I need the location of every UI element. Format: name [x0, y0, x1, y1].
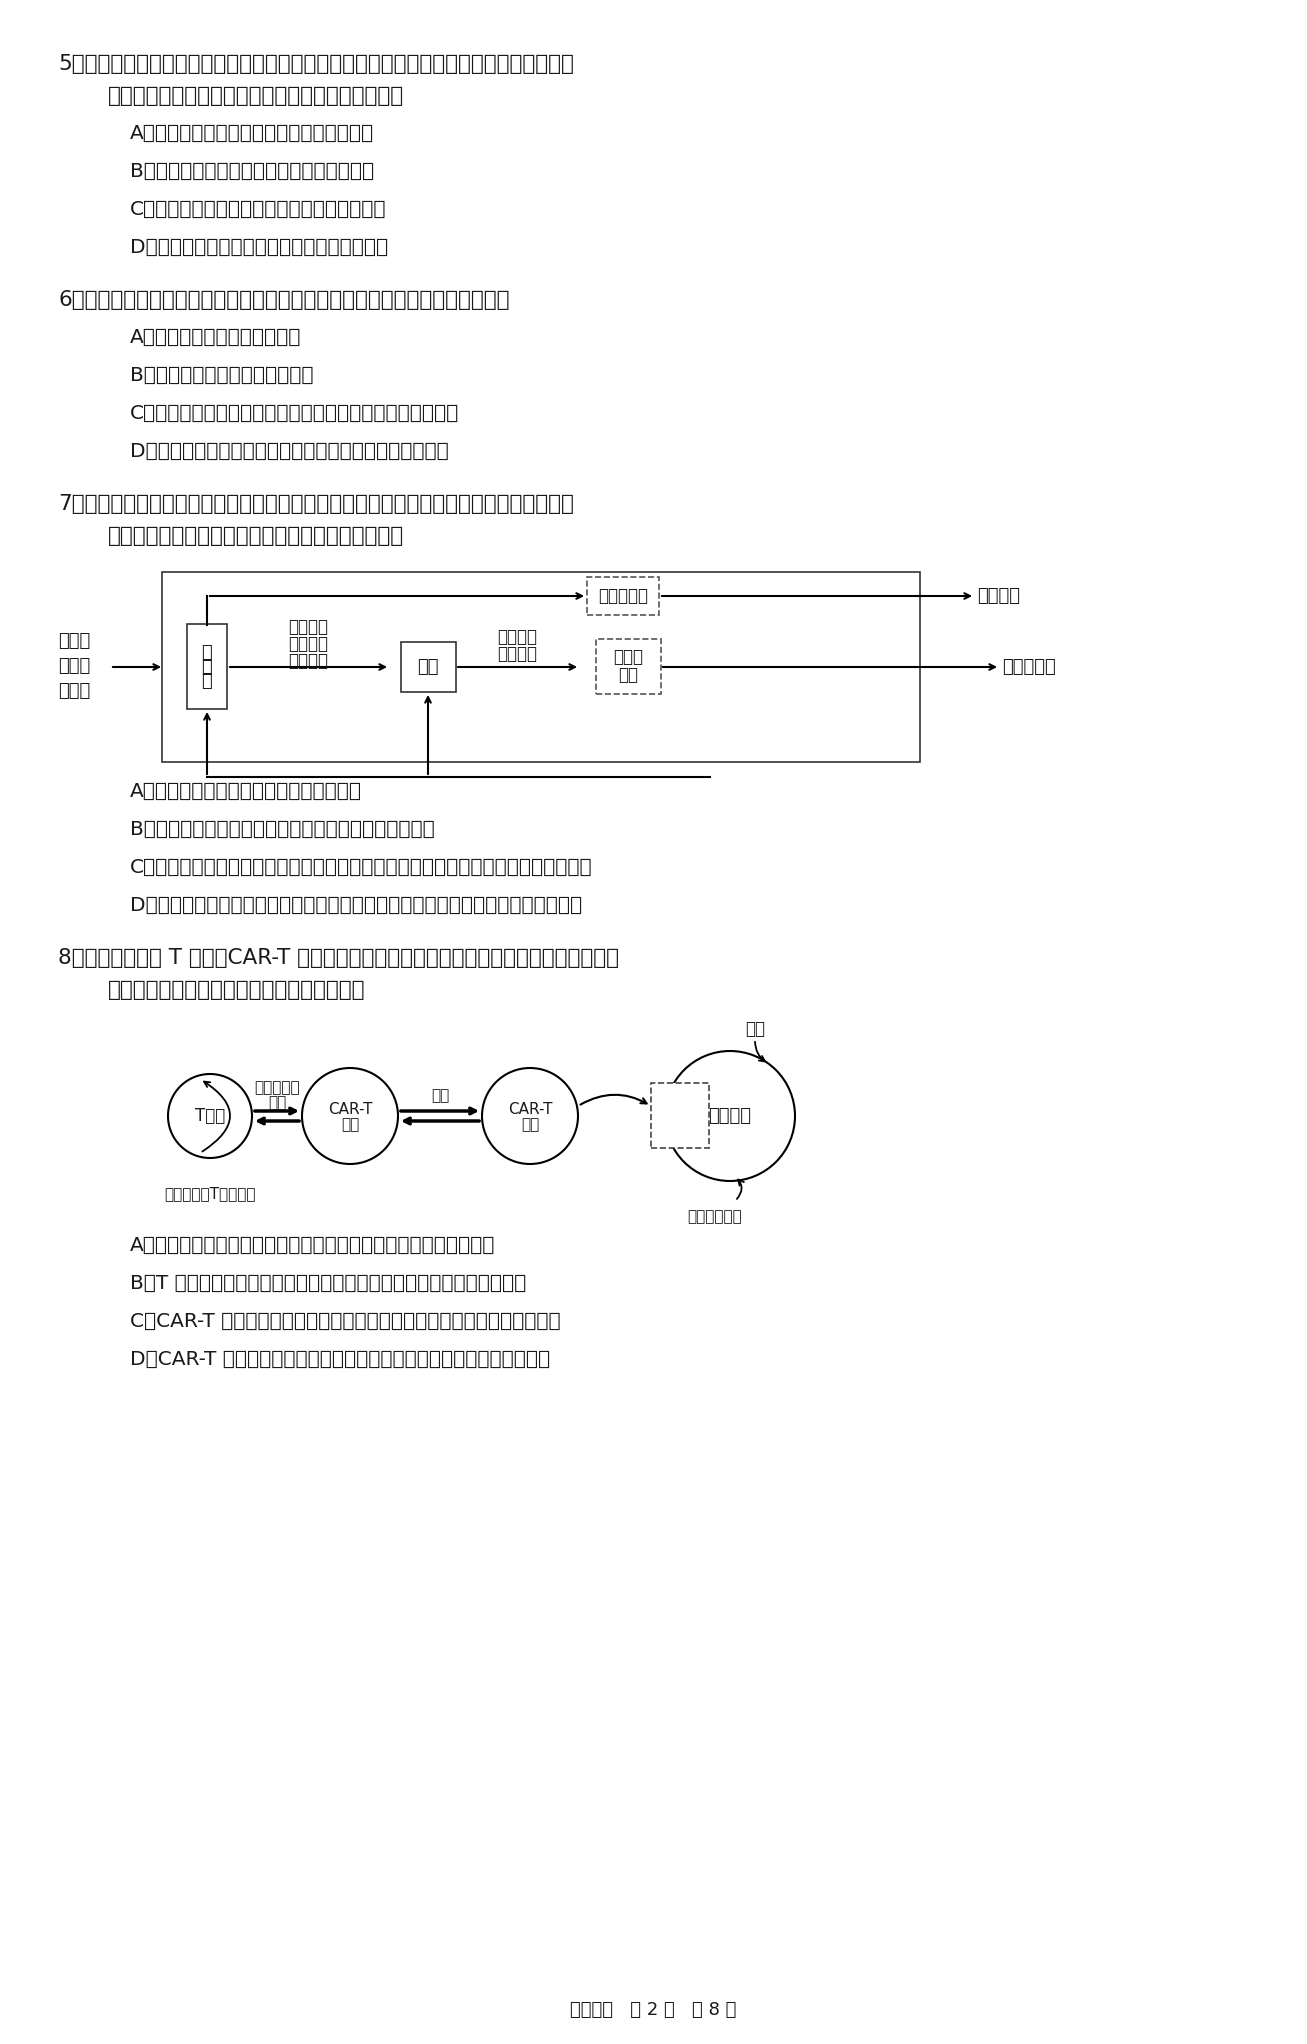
Text: 5．烟草受到蛾幼虫攻击时会释放植物信息素，白天吸引蛾幼虫的天敌进行捕食，夜间驱赶: 5．烟草受到蛾幼虫攻击时会释放植物信息素，白天吸引蛾幼虫的天敌进行捕食，夜间驱赶 — [58, 53, 574, 74]
Bar — [651, 1083, 708, 1149]
Text: A．糖皮质激素的分泌具有分级调节的特点: A．糖皮质激素的分泌具有分级调节的特点 — [129, 783, 362, 801]
Text: 释放激素: 释放激素 — [289, 652, 328, 670]
Text: 肿瘤坏死因子: 肿瘤坏死因子 — [687, 1208, 742, 1224]
Text: 裂解: 裂解 — [745, 1020, 765, 1038]
Bar — [162, 572, 920, 762]
Text: 肿瘤细胞: 肿瘤细胞 — [708, 1108, 752, 1124]
Text: 或危险: 或危险 — [58, 656, 90, 675]
Text: B．T 细胞和树突状细胞、巨噬细胞都具有摄取、处理、呈递抗原的功能: B．T 细胞和树突状细胞、巨噬细胞都具有摄取、处理、呈递抗原的功能 — [129, 1273, 527, 1294]
Text: 脑: 脑 — [201, 672, 212, 691]
Text: C．CAR-T 细胞疗法既能有效杀伤肿瘤细胞又不会引起机体的免疫排斥反应: C．CAR-T 细胞疗法既能有效杀伤肿瘤细胞又不会引起机体的免疫排斥反应 — [129, 1312, 561, 1331]
Text: B．肌肉和肝脏等器官的产热增多: B．肌肉和肝脏等器官的产热增多 — [129, 366, 314, 384]
Text: 糖皮质激素: 糖皮质激素 — [1002, 658, 1056, 677]
Text: A．肿瘤坏死因子和溶菌酶都属于免疫活性物质，都由免疫细胞产生: A．肿瘤坏死因子和溶菌酶都属于免疫活性物质，都由免疫细胞产生 — [129, 1237, 495, 1255]
Text: 发挥了重要作用，调节机制如图。相关叙述错误的是: 发挥了重要作用，调节机制如图。相关叙述错误的是 — [108, 525, 404, 546]
Text: 皮质激素: 皮质激素 — [498, 646, 537, 662]
Text: C．下丘脑体温调节中枢通过有关神经，引起皮肤血流量减少: C．下丘脑体温调节中枢通过有关神经，引起皮肤血流量减少 — [129, 405, 459, 423]
Text: 低血糖: 低血糖 — [58, 632, 90, 650]
Text: 肾上腺: 肾上腺 — [613, 648, 643, 666]
Text: 下: 下 — [201, 644, 212, 662]
Text: 肾上腺素: 肾上腺素 — [978, 587, 1019, 605]
Text: 细胞: 细胞 — [521, 1118, 538, 1132]
Text: 等刺激: 等刺激 — [58, 683, 90, 699]
Text: 治疗过程如下图所示，下列相关叙述正确的是: 治疗过程如下图所示，下列相关叙述正确的是 — [108, 979, 366, 1000]
Text: D．该信息有利于维持烟草地的生态平衡与稳定: D．该信息有利于维持烟草地的生态平衡与稳定 — [129, 237, 388, 258]
Text: 6．寒冷环境中，人体体温仍可维持在正常范围。此调节过程中，不会发生的是: 6．寒冷环境中，人体体温仍可维持在正常范围。此调节过程中，不会发生的是 — [58, 290, 510, 311]
Text: 载体转导，: 载体转导， — [254, 1081, 299, 1096]
Text: D．CAR-T 细胞特异性识别肿瘤细胞并使其裂解死亡的过程属于细胞坏死: D．CAR-T 细胞特异性识别肿瘤细胞并使其裂解死亡的过程属于细胞坏死 — [129, 1349, 550, 1369]
Text: 丘: 丘 — [201, 658, 212, 677]
Text: D．当机体遭遇紧急情况时，肾上腺素升高，使机体处于反应机敏、高度警觉的状态: D．当机体遭遇紧急情况时，肾上腺素升高，使机体处于反应机敏、高度警觉的状态 — [129, 895, 582, 916]
Text: 细胞: 细胞 — [341, 1118, 359, 1132]
Text: B．三种生物凭借该信息相互联系形成食物链: B．三种生物凭借该信息相互联系形成食物链 — [129, 161, 374, 182]
Bar — [401, 642, 456, 693]
Text: 肿瘤: 肿瘤 — [670, 1106, 689, 1122]
Text: CAR-T: CAR-T — [328, 1102, 372, 1116]
Text: C．长期大剂量使用糖皮质激素类药物，停药后导致体内糖皮质激素分泌量超过正常值: C．长期大剂量使用糖皮质激素类药物，停药后导致体内糖皮质激素分泌量超过正常值 — [129, 858, 592, 877]
Bar — [187, 623, 227, 709]
Text: T细胞: T细胞 — [195, 1108, 225, 1124]
Bar — [596, 640, 661, 695]
Text: 回输: 回输 — [431, 1089, 450, 1104]
Text: A．该过程中烟草释放的信息素属于化学信息: A．该过程中烟草释放的信息素属于化学信息 — [129, 125, 374, 143]
Text: 8．嵌合抗原受体 T 细胞（CAR-T 细胞）疗法在治疗血液系统恶性肿瘤具有极大的优势，其: 8．嵌合抗原受体 T 细胞（CAR-T 细胞）疗法在治疗血液系统恶性肿瘤具有极大… — [58, 948, 620, 969]
Text: 皮质: 皮质 — [618, 666, 638, 685]
Text: A．甲状腺激素的分泌持续增加: A．甲状腺激素的分泌持续增加 — [129, 327, 302, 347]
Text: 修饰: 修饰 — [268, 1096, 286, 1110]
Text: 皮质激素: 皮质激素 — [289, 636, 328, 652]
Text: D．交感神经兴奋使胰高血糖素分泌增加，有利于能量供应: D．交感神经兴奋使胰高血糖素分泌增加，有利于能量供应 — [129, 442, 448, 462]
Text: 抗原: 抗原 — [670, 1122, 689, 1136]
Text: CAR-T: CAR-T — [507, 1102, 553, 1116]
Bar — [587, 576, 659, 615]
Text: 生物试题   第 2 页   共 8 页: 生物试题 第 2 页 共 8 页 — [570, 2001, 736, 2019]
Text: C．烟草和蛾幼虫天敌的种间关系属于原始合作: C．烟草和蛾幼虫天敌的种间关系属于原始合作 — [129, 200, 387, 219]
Text: CAR: CAR — [664, 1091, 695, 1108]
Text: B．下丘脑和垂体某些细胞具有糖皮质激素的特异性受体: B．下丘脑和垂体某些细胞具有糖皮质激素的特异性受体 — [129, 820, 435, 838]
Text: 7．人体受到低血糖或危险等刺激时，神经系统和内分泌系统会作出相应反应，其中肾上腺: 7．人体受到低血糖或危险等刺激时，神经系统和内分泌系统会作出相应反应，其中肾上腺 — [58, 495, 574, 513]
Text: 雌蛾，防止其在烟草叶片上产卵。下列分析错误的是: 雌蛾，防止其在烟草叶片上产卵。下列分析错误的是 — [108, 86, 404, 106]
Text: 垂体: 垂体 — [417, 658, 439, 677]
Text: 促肾上腺: 促肾上腺 — [289, 617, 328, 636]
Text: 肾上腺髓质: 肾上腺髓质 — [599, 587, 648, 605]
Text: 促肾上腺: 促肾上腺 — [498, 628, 537, 646]
Text: 患者外周血T细胞采集: 患者外周血T细胞采集 — [165, 1186, 256, 1202]
